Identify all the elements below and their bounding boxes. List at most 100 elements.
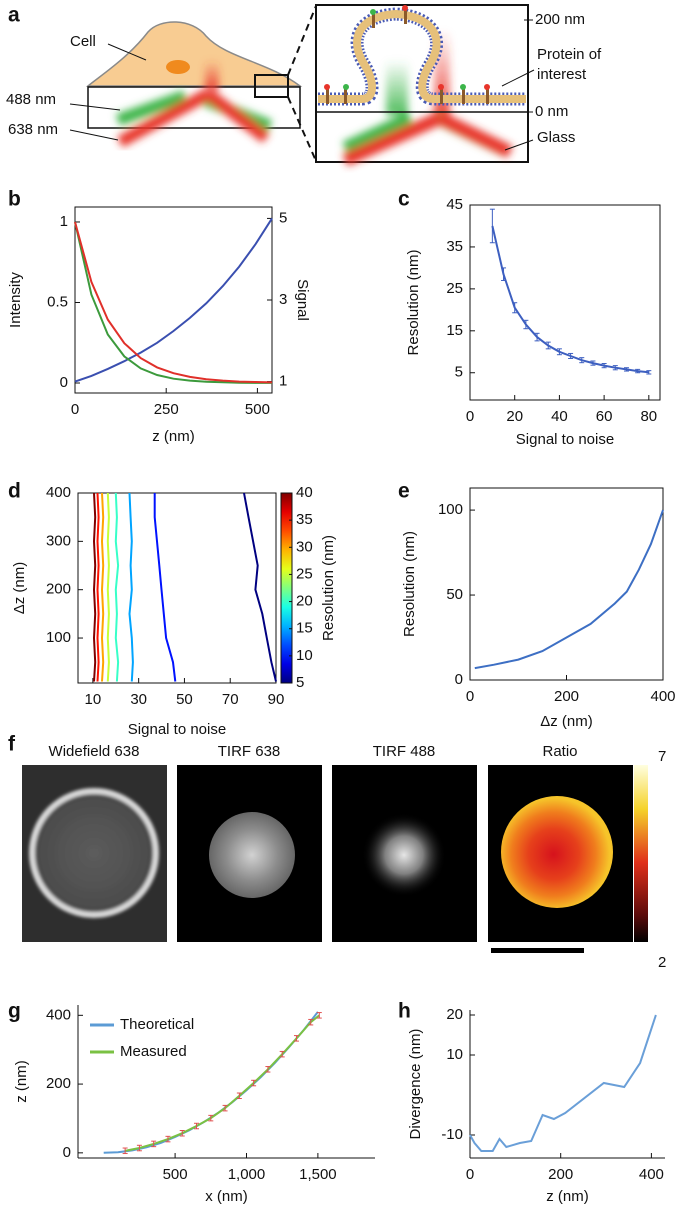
colorbar-tick-label: 25 xyxy=(296,565,313,582)
error-bar xyxy=(293,1035,299,1042)
x-tick-label: 500 xyxy=(163,1166,188,1183)
error-bar xyxy=(208,1114,214,1122)
beam-638 xyxy=(117,88,211,148)
protein xyxy=(462,88,465,104)
x-tick-label: 1,000 xyxy=(228,1166,266,1183)
height-label: 200 nm xyxy=(535,11,585,28)
scale-bar xyxy=(491,948,584,953)
error-bar xyxy=(151,1140,157,1148)
x-axis-label: Signal to noise xyxy=(128,721,226,738)
protein xyxy=(404,8,407,24)
cell-disc xyxy=(209,812,295,898)
colorbar-tick-label: 40 xyxy=(296,484,313,501)
error-bar xyxy=(646,370,652,375)
x-tick-label: 0 xyxy=(466,1166,474,1183)
y-tick-label: 300 xyxy=(46,532,71,549)
y-tick-label: 200 xyxy=(46,581,71,598)
zoom-box xyxy=(254,74,289,98)
y-axis-label: Resolution (nm) xyxy=(405,250,422,356)
y-tick-label: -10 xyxy=(441,1126,463,1143)
y-axis-label: z (nm) xyxy=(13,1060,30,1103)
y-tick-label: 45 xyxy=(446,196,463,213)
fluorophore xyxy=(402,5,408,11)
x-tick-label: 10 xyxy=(85,691,102,708)
error-bar xyxy=(545,341,551,350)
membrane-core xyxy=(318,9,526,103)
error-bar xyxy=(251,1079,257,1087)
error-bar xyxy=(523,319,529,330)
labels-fluor xyxy=(324,5,490,90)
error-bar xyxy=(623,367,629,372)
panel-label: f xyxy=(8,733,16,756)
series-line xyxy=(474,509,664,670)
y2-tick-label: 5 xyxy=(279,209,287,226)
x-tick-label: 0 xyxy=(71,401,79,418)
colorbar-tick-label: 5 xyxy=(296,674,304,691)
beam-488 xyxy=(342,112,413,154)
y-tick-label: 15 xyxy=(446,322,463,339)
x-tick-label: 50 xyxy=(176,691,193,708)
x-tick-label: 30 xyxy=(130,691,147,708)
fluorophore xyxy=(438,84,444,90)
protein xyxy=(344,88,347,104)
contour-line xyxy=(243,492,277,682)
wavelength-label: 488 nm xyxy=(6,91,56,108)
panel-label: a xyxy=(8,4,20,27)
error-bar xyxy=(512,302,518,314)
protein-label: interest xyxy=(537,66,587,83)
fluorophore xyxy=(460,84,466,90)
colorbar-label: 7 xyxy=(658,748,666,765)
fluorophore xyxy=(484,84,490,90)
series-line xyxy=(74,221,273,384)
colorbar xyxy=(280,492,293,684)
protein-label: Protein of xyxy=(537,46,602,63)
series-line xyxy=(124,1014,320,1152)
y-axis-label: Δz (nm) xyxy=(11,562,28,615)
x-tick-label: 200 xyxy=(548,1166,573,1183)
series-line xyxy=(74,221,272,384)
contour-line xyxy=(92,492,97,682)
evanescent-638 xyxy=(205,60,219,90)
contour-line xyxy=(114,492,120,682)
wavelength-label: 638 nm xyxy=(8,121,58,138)
x-tick-label: 40 xyxy=(551,408,568,425)
ratio-colorbar xyxy=(634,765,648,942)
plot-frame xyxy=(77,492,277,684)
error-bar xyxy=(179,1129,185,1137)
leader-line xyxy=(69,129,119,141)
x-tick-label: 60 xyxy=(596,408,613,425)
error-bar xyxy=(635,368,641,374)
panel-label: h xyxy=(398,1000,411,1023)
error-bar xyxy=(501,267,507,281)
chart: 0 200 400 -10 10 20 z (nm) Divergence (nm) xyxy=(407,1006,665,1205)
legend-label: Measured xyxy=(120,1043,187,1060)
y-tick-label: 100 xyxy=(438,501,463,518)
cell-body xyxy=(85,21,303,87)
panel-label: g xyxy=(8,1000,21,1023)
error-bar xyxy=(222,1104,228,1112)
fluorophore xyxy=(343,84,349,90)
y2-tick-label: 3 xyxy=(279,291,287,308)
contour-line xyxy=(153,493,177,682)
panel-label: e xyxy=(398,480,410,503)
y-tick-label: 100 xyxy=(46,629,71,646)
x-tick-label: 400 xyxy=(639,1166,664,1183)
error-bar xyxy=(279,1050,285,1058)
chart: 500 1,000 1,500 0 200 400 x (nm) z (nm) Theoreti… xyxy=(13,1005,375,1205)
cell-ring xyxy=(29,788,159,918)
series-line xyxy=(491,225,649,374)
y-tick-label: 10 xyxy=(446,1046,463,1063)
x-tick-label: 400 xyxy=(650,688,675,705)
image-title: TIRF 638 xyxy=(218,743,281,760)
chart: 10 30 50 70 90 100 200 300 400 Signal to noise Δz … xyxy=(11,484,337,738)
error-bar xyxy=(308,1018,314,1026)
panel-label: c xyxy=(398,188,410,211)
error-bar xyxy=(194,1122,200,1130)
error-bar xyxy=(165,1135,171,1143)
x-tick-label: 20 xyxy=(506,408,523,425)
x-axis-label: Signal to noise xyxy=(516,431,614,448)
y-tick-label: 35 xyxy=(446,238,463,255)
cell-spot xyxy=(362,813,446,897)
protein xyxy=(372,12,375,28)
